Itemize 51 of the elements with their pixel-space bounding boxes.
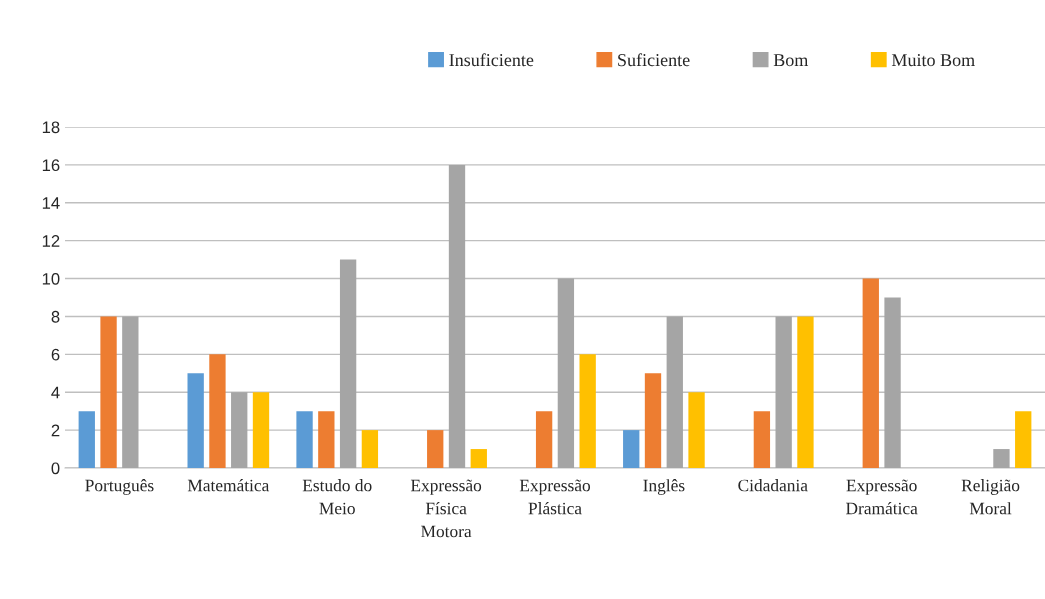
x-tick-label: Cidadania — [738, 479, 808, 492]
x-tick-label: Português — [85, 479, 154, 495]
bar — [797, 316, 814, 468]
x-tick-label: Expressão Plástica — [519, 479, 591, 515]
bar — [753, 411, 771, 468]
bar — [470, 449, 487, 468]
legend-label: Bom — [773, 54, 809, 67]
bar — [557, 278, 575, 468]
bar — [884, 297, 901, 468]
x-tick-label: Matemática — [187, 479, 270, 492]
x-tick-label: Expressão Física Motora — [410, 479, 482, 538]
y-tick-label: 4 — [51, 386, 60, 399]
y-tick-label: 16 — [42, 159, 60, 172]
bar — [623, 430, 640, 468]
y-tick-label: 8 — [51, 310, 60, 323]
bar — [318, 411, 335, 468]
x-tick-label: Inglês — [643, 479, 685, 495]
bar — [427, 430, 444, 468]
bar — [666, 316, 683, 468]
bar — [448, 164, 466, 468]
y-tick-label: 10 — [42, 272, 60, 285]
y-tick-label: 18 — [42, 121, 60, 134]
bar — [296, 411, 313, 468]
bar — [644, 373, 662, 468]
bar — [122, 316, 139, 468]
bar — [361, 430, 379, 468]
legend-label: Suficiente — [618, 53, 690, 67]
y-tick-label: 6 — [51, 348, 60, 361]
legend-label: Insuficiente — [449, 53, 534, 67]
y-tick-label: 2 — [51, 424, 60, 437]
bar — [231, 392, 248, 468]
bar — [688, 392, 705, 468]
bar — [993, 449, 1010, 468]
y-tick-label: 0 — [51, 462, 60, 475]
bar — [252, 392, 270, 468]
bar — [535, 411, 553, 468]
bar — [78, 411, 95, 468]
bar — [339, 259, 357, 468]
y-tick-label: 12 — [42, 235, 60, 247]
y-tick-label: 14 — [42, 197, 60, 209]
bar — [862, 278, 879, 468]
x-tick-label: Estudo do Meio — [302, 479, 372, 515]
bar — [187, 373, 204, 468]
legend-label: Muito Bom — [891, 54, 975, 67]
x-tick-label: Expressão Dramática — [846, 479, 918, 515]
bar — [1015, 411, 1032, 468]
bar — [775, 316, 792, 468]
bar — [209, 354, 226, 468]
bar — [579, 354, 596, 468]
x-tick-label: Religião Moral — [961, 479, 1020, 515]
bar — [100, 316, 117, 468]
